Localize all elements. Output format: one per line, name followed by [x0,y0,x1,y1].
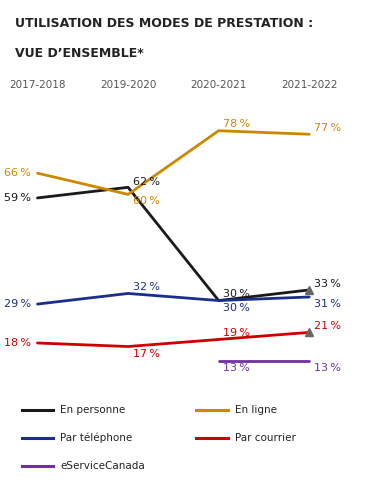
Text: 2017-2018: 2017-2018 [9,80,66,90]
Text: 78 %: 78 % [223,120,250,129]
Text: 62 %: 62 % [132,177,160,187]
Text: 21 %: 21 % [314,321,341,331]
Text: 2019-2020: 2019-2020 [100,80,156,90]
Text: 31 %: 31 % [314,299,341,309]
Text: 2021-2022: 2021-2022 [281,80,338,90]
Text: 30 %: 30 % [223,289,250,299]
Text: Par courrier: Par courrier [234,433,295,443]
Text: 33 %: 33 % [314,278,341,288]
Text: 2020-2021: 2020-2021 [190,80,247,90]
Text: VUE D’ENSEMBLE*: VUE D’ENSEMBLE* [15,47,144,61]
Text: 18 %: 18 % [4,338,31,348]
Text: 13 %: 13 % [223,363,250,373]
Text: Par téléphone: Par téléphone [60,432,132,443]
Text: 32 %: 32 % [132,282,160,292]
Text: 59 %: 59 % [4,193,31,203]
Text: UTILISATION DES MODES DE PRESTATION :: UTILISATION DES MODES DE PRESTATION : [15,17,313,30]
Text: En personne: En personne [60,405,125,415]
Text: 17 %: 17 % [132,349,160,359]
Text: 19 %: 19 % [223,328,250,338]
Text: 66 %: 66 % [4,168,31,178]
Text: 30 %: 30 % [223,303,250,312]
Text: 60 %: 60 % [132,196,160,207]
Text: 13 %: 13 % [314,363,341,373]
Text: eServiceCanada: eServiceCanada [60,461,145,471]
Text: 29 %: 29 % [4,299,31,309]
Text: 77 %: 77 % [314,123,341,133]
Text: En ligne: En ligne [234,405,276,415]
